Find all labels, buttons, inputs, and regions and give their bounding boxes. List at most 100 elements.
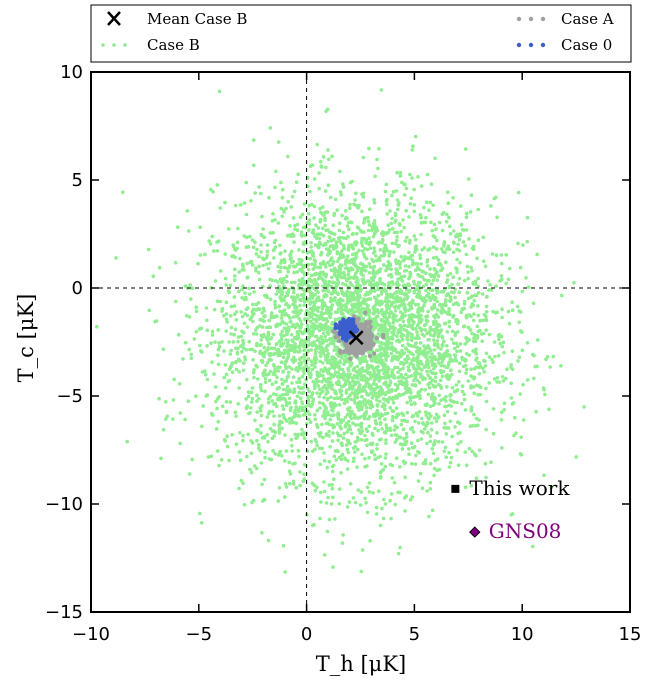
data-point: [328, 417, 333, 422]
data-point: [316, 431, 321, 436]
data-point: [203, 372, 208, 377]
data-point: [310, 367, 315, 372]
data-point: [310, 262, 314, 266]
data-point: [302, 371, 306, 376]
data-point: [319, 500, 323, 504]
data-point: [487, 355, 492, 359]
data-point: [453, 411, 458, 416]
data-point: [313, 413, 317, 417]
data-point: [479, 332, 484, 336]
data-point: [428, 272, 432, 277]
data-point: [404, 372, 408, 377]
data-point: [437, 393, 442, 398]
data-point: [296, 313, 300, 317]
data-point: [286, 351, 291, 356]
data-point: [213, 279, 218, 283]
data-point: [322, 317, 326, 321]
data-point: [457, 361, 462, 366]
data-point: [306, 211, 311, 216]
data-point: [183, 417, 187, 422]
data-point: [343, 457, 348, 462]
data-point: [401, 366, 405, 371]
data-point: [383, 417, 387, 422]
data-point: [325, 210, 330, 214]
data-point: [302, 367, 306, 372]
data-point: [339, 306, 344, 311]
data-point: [378, 454, 382, 459]
data-point: [291, 288, 296, 292]
data-point: [432, 348, 437, 352]
data-point: [497, 380, 502, 384]
data-point: [398, 545, 402, 550]
data-point: [431, 355, 436, 360]
data-point: [360, 400, 364, 405]
data-point: [491, 360, 496, 365]
data-point: [410, 335, 414, 339]
data-point: [385, 337, 389, 342]
data-point: [415, 336, 420, 341]
data-point: [347, 424, 352, 428]
data-point: [340, 213, 344, 218]
data-point: [439, 347, 443, 351]
data-point: [216, 353, 220, 358]
data-point: [288, 406, 293, 411]
data-point: [284, 274, 289, 279]
data-point: [319, 159, 323, 164]
data-point: [259, 250, 263, 254]
data-point: [426, 373, 430, 377]
data-point: [268, 297, 273, 302]
data-point: [298, 470, 302, 474]
data-point: [447, 215, 451, 220]
data-point: [517, 320, 521, 325]
data-point: [373, 418, 378, 423]
data-point: [225, 434, 229, 439]
data-point: [415, 330, 419, 334]
data-point: [478, 328, 482, 333]
data-point: [331, 260, 336, 264]
data-point: [442, 211, 446, 215]
data-point: [410, 258, 415, 263]
data-point: [217, 89, 222, 94]
data-point: [284, 302, 289, 306]
data-point: [407, 215, 411, 219]
data-point: [326, 396, 330, 401]
data-point: [345, 467, 350, 471]
data-point: [291, 420, 296, 425]
data-point: [233, 410, 238, 415]
data-point: [360, 236, 364, 241]
data-point: [326, 247, 331, 251]
data-point: [449, 368, 453, 373]
data-point: [424, 288, 428, 293]
data-point: [319, 253, 323, 257]
data-point: [306, 262, 311, 267]
data-point: [214, 399, 218, 404]
data-point: [267, 318, 272, 323]
data-point: [235, 246, 239, 251]
data-point: [501, 379, 506, 383]
data-point: [356, 447, 360, 452]
data-point: [251, 307, 256, 312]
data-point: [361, 307, 365, 311]
data-point: [444, 365, 449, 370]
data-point: [472, 298, 477, 303]
data-point: [395, 170, 399, 175]
data-point: [306, 397, 310, 402]
data-point: [366, 279, 370, 283]
data-point: [310, 363, 314, 367]
data-point: [286, 270, 291, 274]
data-point: [368, 265, 373, 269]
data-point: [418, 280, 422, 285]
data-point: [302, 348, 306, 353]
data-point: [280, 404, 285, 408]
data-point: [379, 345, 384, 350]
data-point: [352, 412, 356, 417]
data-point: [271, 212, 275, 216]
data-point: [402, 193, 407, 197]
data-point: [321, 284, 325, 289]
data-point: [409, 427, 413, 431]
data-point: [355, 404, 360, 409]
data-point: [331, 244, 336, 248]
data-point: [350, 244, 355, 248]
data-point: [312, 216, 316, 220]
data-point: [313, 447, 317, 452]
